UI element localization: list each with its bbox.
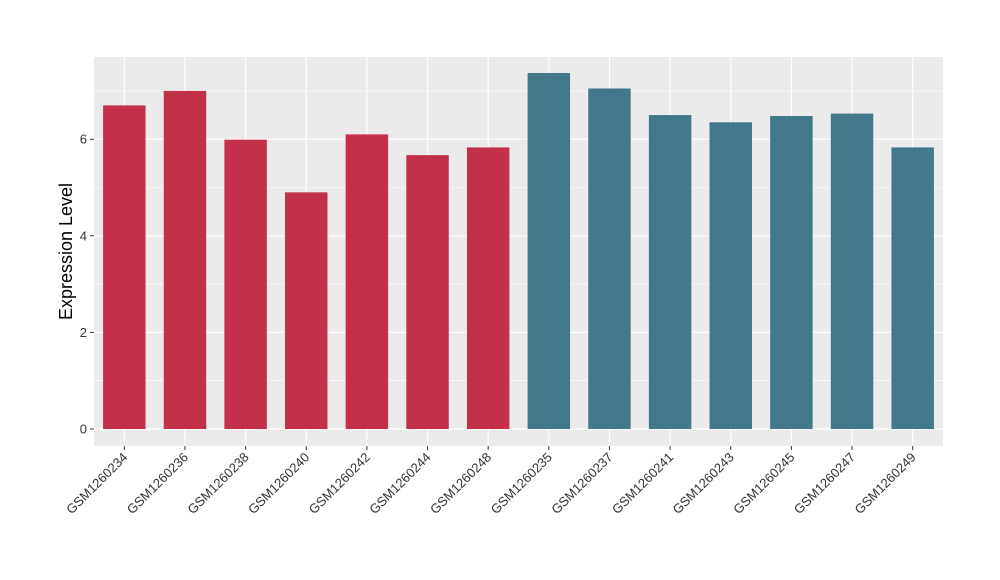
y-tick-label: 0 xyxy=(80,422,87,437)
x-tick-label: GSM1260236 xyxy=(124,450,191,517)
y-tick-label: 4 xyxy=(80,228,87,243)
bar-GSM1260244 xyxy=(406,155,449,429)
bar-GSM1260240 xyxy=(285,192,328,429)
bar-GSM1260245 xyxy=(770,116,813,430)
bar-GSM1260234 xyxy=(103,105,146,429)
x-tick-label: GSM1260244 xyxy=(366,450,433,517)
x-tick-label: GSM1260245 xyxy=(730,450,797,517)
y-axis: 0 2 4 6 xyxy=(80,132,94,437)
bar-GSM1260235 xyxy=(527,73,571,430)
y-tick-label: 6 xyxy=(80,132,87,147)
bars xyxy=(103,73,934,430)
x-tick-label: GSM1260243 xyxy=(670,450,737,517)
bar-GSM1260247 xyxy=(830,113,874,429)
plot-panel xyxy=(94,57,943,446)
x-tick-label: GSM1260237 xyxy=(548,450,615,517)
bar-GSM1260238 xyxy=(224,139,267,430)
x-tick-label: GSM1260241 xyxy=(609,450,676,517)
bar-GSM1260242 xyxy=(345,134,389,429)
bar-GSM1260248 xyxy=(466,147,510,429)
x-tick-label: GSM1260238 xyxy=(184,450,251,517)
bar-GSM1260236 xyxy=(163,90,207,430)
x-tick-label: GSM1260242 xyxy=(306,450,373,517)
x-tick-label: GSM1260249 xyxy=(851,450,918,517)
x-tick-label: GSM1260235 xyxy=(488,450,555,517)
y-axis-title: Expression Level xyxy=(56,183,76,320)
bar-GSM1260243 xyxy=(709,122,752,430)
x-axis: GSM1260234GSM1260236GSM1260238GSM1260240… xyxy=(63,446,919,517)
y-tick-label: 2 xyxy=(80,325,87,340)
x-tick-label: GSM1260248 xyxy=(427,450,494,517)
bar-GSM1260237 xyxy=(588,88,631,430)
bar-GSM1260249 xyxy=(891,147,934,429)
bar-GSM1260241 xyxy=(648,115,692,430)
x-tick-label: GSM1260247 xyxy=(791,450,858,517)
x-tick-label: GSM1260234 xyxy=(63,450,130,517)
x-tick-label: GSM1260240 xyxy=(245,450,312,517)
